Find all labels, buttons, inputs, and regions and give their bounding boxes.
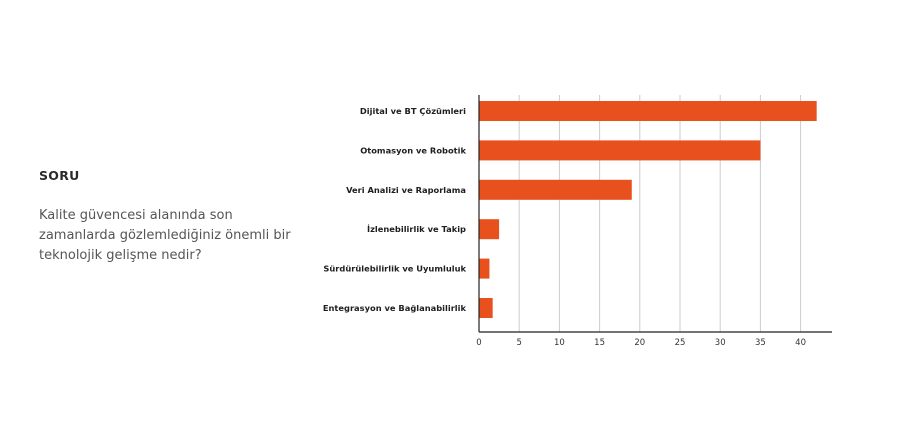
x-tick-label: 5 <box>516 338 521 348</box>
bar <box>479 140 761 161</box>
category-label: İzlenebilirlik ve Takip <box>367 224 466 234</box>
question-text: Kalite güvencesi alanında son zamanlarda… <box>39 208 291 263</box>
bar <box>479 101 817 121</box>
category-labels: Dijital ve BT Çözümleri Otomasyon ve Robo… <box>323 106 467 313</box>
axes <box>478 95 832 333</box>
bar <box>479 258 490 279</box>
question-heading: SORU <box>39 168 80 183</box>
bars <box>479 101 817 318</box>
x-tick-label: 15 <box>594 338 605 348</box>
grid-lines <box>518 95 802 332</box>
x-tick-label: 25 <box>675 338 686 348</box>
x-tick-label: 40 <box>795 338 806 348</box>
tick-labels: 0 5 10 15 20 25 30 35 40 <box>476 338 806 348</box>
x-tick-label: 0 <box>476 338 481 348</box>
x-tick-label: 10 <box>554 338 565 348</box>
category-label: Otomasyon ve Robotik <box>360 145 466 155</box>
x-tick-label: 35 <box>755 338 766 348</box>
bar <box>479 298 493 318</box>
x-tick-label: 30 <box>715 338 726 348</box>
category-label: Entegrasyon ve Bağlanabilirlik <box>323 303 467 313</box>
category-label: Dijital ve BT Çözümleri <box>360 106 466 116</box>
x-tick-label: 20 <box>634 338 645 348</box>
bar <box>479 179 632 200</box>
category-label: Veri Analizi ve Raporlama <box>346 185 466 195</box>
category-label: Sürdürülebilirlik ve Uyumluluk <box>323 264 466 274</box>
bar <box>479 219 500 240</box>
